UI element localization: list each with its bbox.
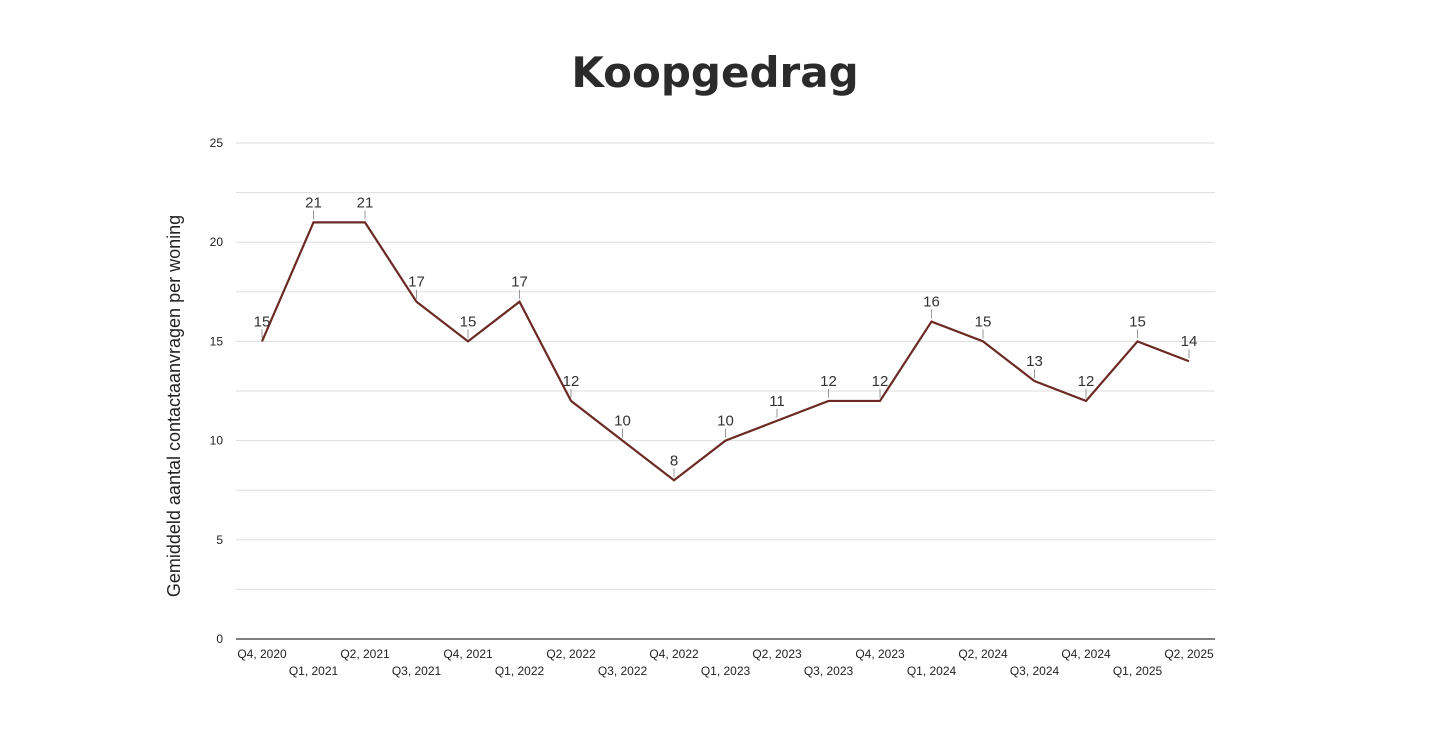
- y-tick-label: 0: [216, 632, 223, 646]
- series-line-group: [260, 221, 1190, 482]
- data-label: 16: [923, 294, 940, 311]
- data-label: 17: [511, 274, 528, 291]
- series-line: [260, 221, 1190, 482]
- data-label: 12: [1078, 373, 1095, 390]
- x-tick-label: Q4, 2024: [1061, 647, 1111, 661]
- x-tick-label: Q1, 2024: [907, 664, 957, 678]
- data-label: 12: [820, 373, 837, 390]
- data-label: 12: [563, 373, 580, 390]
- y-tick-label: 15: [210, 334, 224, 348]
- data-label: 17: [408, 274, 425, 291]
- x-tick-label: Q4, 2021: [443, 647, 493, 661]
- data-label: 15: [1129, 313, 1146, 330]
- x-tick-label: Q3, 2023: [804, 664, 854, 678]
- y-tick-label: 5: [216, 533, 223, 547]
- chart-title: Koopgedrag: [571, 48, 859, 97]
- data-label: 21: [357, 194, 374, 211]
- x-tick-label: Q3, 2021: [392, 664, 442, 678]
- data-label: 10: [717, 413, 734, 430]
- x-tick-label: Q2, 2021: [340, 647, 390, 661]
- data-label: 11: [769, 393, 785, 410]
- x-tick-label: Q2, 2023: [752, 647, 802, 661]
- x-tick-label: Q4, 2020: [237, 647, 287, 661]
- x-tick-label: Q1, 2023: [701, 664, 751, 678]
- x-tick-label: Q2, 2025: [1164, 647, 1214, 661]
- x-tick-label: Q1, 2025: [1113, 664, 1163, 678]
- data-label: 21: [305, 194, 322, 211]
- y-tick-label: 20: [210, 235, 224, 249]
- x-tick-label: Q2, 2022: [546, 647, 596, 661]
- data-label: 15: [460, 313, 477, 330]
- data-label: 15: [975, 313, 992, 330]
- data-labels: 15 21 21 17 15 17 12 10 8 10 11 12 12 16 15 13 12 15 14: [254, 194, 1198, 478]
- y-tick-label: 10: [210, 434, 224, 448]
- data-label: 13: [1026, 353, 1043, 370]
- data-label: 14: [1181, 333, 1198, 350]
- x-tick-label: Q3, 2022: [598, 664, 648, 678]
- x-tick-label: Q4, 2023: [855, 647, 905, 661]
- data-label: 15: [254, 313, 271, 330]
- x-tick-label: Q4, 2022: [649, 647, 699, 661]
- y-axis-label: Gemiddeld aantal contactaanvragen per wo…: [164, 215, 184, 597]
- gridlines: [236, 142, 1215, 640]
- y-tick-label: 25: [210, 136, 224, 150]
- x-tick-label: Q1, 2022: [495, 664, 545, 678]
- data-label: 10: [614, 413, 631, 430]
- data-label: 12: [872, 373, 889, 390]
- x-tick-label: Q3, 2024: [1010, 664, 1060, 678]
- data-label: 8: [670, 452, 678, 469]
- x-tick-label: Q2, 2024: [958, 647, 1008, 661]
- y-axis-ticks: 0 5 10 15 20 25: [210, 136, 224, 646]
- x-tick-label: Q1, 2021: [289, 664, 339, 678]
